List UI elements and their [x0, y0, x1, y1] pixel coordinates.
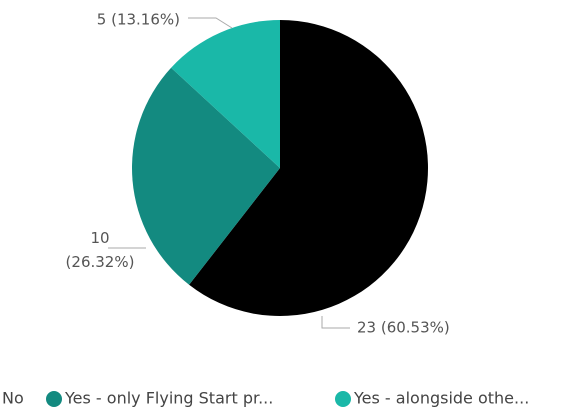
- pie-slice: [189, 20, 428, 316]
- data-label-line: (26.32%): [66, 253, 135, 271]
- leader-line: [321, 316, 350, 329]
- legend-label: No: [2, 389, 24, 408]
- pie-slice: [171, 20, 280, 168]
- pie-slice: [132, 67, 280, 285]
- data-label: 5 (13.16%): [97, 11, 180, 29]
- data-label-line: 10: [90, 229, 109, 247]
- legend-marker: [46, 391, 62, 407]
- data-label: 10 (26.32%): [66, 229, 135, 271]
- legend-label: Yes - only Flying Start pr...: [64, 389, 273, 408]
- legend-label: Yes - alongside othe...: [353, 389, 529, 408]
- legend-marker: [335, 391, 351, 407]
- data-label: 23 (60.53%): [357, 319, 450, 337]
- leader-line: [188, 17, 233, 29]
